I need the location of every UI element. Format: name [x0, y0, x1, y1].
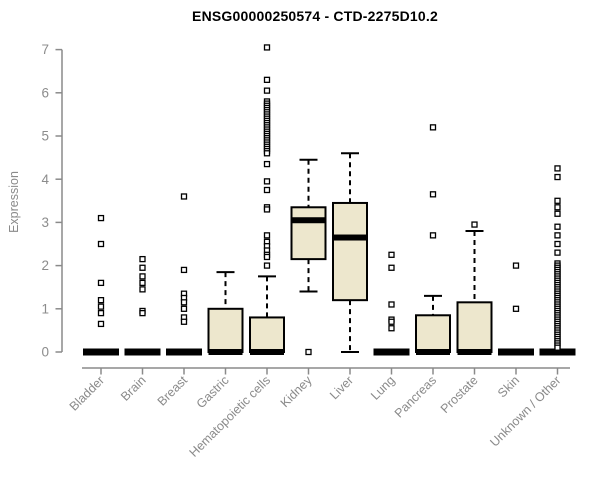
outlier-point	[139, 309, 146, 317]
median-line	[250, 349, 284, 355]
outlier-point	[263, 44, 271, 51]
median-line	[291, 217, 326, 224]
outlier-point	[305, 348, 312, 356]
outlier-point	[263, 262, 271, 269]
outlier-point	[97, 303, 105, 310]
box	[456, 301, 493, 354]
outlier-point	[263, 232, 271, 239]
outlier-point	[139, 264, 146, 271]
x-tick-label: Brain	[118, 373, 149, 404]
outlier-point	[554, 197, 561, 204]
y-tick-label: 4	[41, 172, 49, 187]
box	[207, 307, 244, 353]
outlier-point	[97, 309, 105, 317]
outlier-point	[139, 279, 146, 287]
outlier-point	[429, 232, 437, 239]
outlier-point	[388, 325, 395, 332]
outlier-point	[263, 253, 271, 261]
x-tick-label: Pancreas	[392, 373, 439, 420]
outlier-point	[388, 251, 395, 258]
outlier-point	[263, 178, 271, 185]
outlier-point	[554, 210, 561, 217]
outlier-point	[388, 318, 395, 325]
x-tick-label: Bladder	[67, 373, 107, 413]
outlier-point	[97, 279, 105, 287]
outlier-point	[388, 301, 395, 308]
outlier-point	[554, 165, 561, 172]
outlier-point	[263, 87, 271, 94]
outlier-point	[97, 320, 105, 328]
outlier-point	[554, 240, 561, 248]
y-tick-label: 1	[41, 301, 49, 316]
x-tick-label: Lung	[368, 373, 398, 403]
chart-title: ENSG00000250574 - CTD-2275D10.2	[192, 8, 438, 24]
x-tick-label: Breast	[155, 373, 191, 409]
outlier-point	[139, 286, 146, 293]
collapsed-box-median	[83, 348, 119, 356]
x-tick-label: Hematopoietic cells	[187, 373, 274, 460]
outlier-point	[554, 232, 561, 239]
x-tick-label: Liver	[327, 373, 356, 402]
x-tick-label: Unknown / Other	[487, 373, 563, 449]
outlier-point	[554, 223, 561, 230]
outlier-point	[554, 173, 561, 181]
y-tick-label: 6	[41, 85, 49, 100]
outlier-point	[263, 206, 271, 213]
box	[249, 316, 285, 354]
outlier-point	[97, 214, 105, 222]
box	[332, 201, 368, 302]
x-tick-label: Prostate	[438, 373, 481, 416]
outlier-point	[180, 266, 188, 274]
collapsed-box-median	[498, 348, 534, 356]
x-tick-label: Kidney	[278, 373, 315, 410]
outlier-point	[554, 204, 561, 211]
y-tick-label: 5	[41, 129, 49, 144]
outlier-point	[139, 255, 146, 263]
y-tick-label: 3	[41, 215, 49, 230]
outlier-point	[471, 221, 478, 228]
outlier-point	[180, 318, 188, 325]
outlier-point	[512, 305, 520, 312]
y-tick-label: 2	[41, 258, 49, 273]
outlier-point	[263, 160, 271, 168]
outlier-point	[263, 186, 271, 194]
collapsed-box-median	[539, 348, 576, 356]
outlier-point	[512, 262, 520, 269]
y-tick-label: 0	[41, 345, 49, 360]
outlier-point	[554, 249, 561, 256]
outlier-point	[97, 297, 105, 304]
outlier-point	[139, 273, 146, 280]
outlier-point	[263, 150, 271, 157]
outlier-point	[263, 76, 271, 83]
x-tick-label: Skin	[495, 373, 522, 400]
outlier-point	[180, 305, 188, 312]
x-tick-label: Gastric	[194, 373, 232, 411]
outlier-point	[388, 264, 395, 271]
collapsed-box-median	[124, 348, 161, 356]
outlier-point	[180, 299, 188, 306]
median-line	[416, 349, 450, 355]
outlier-point	[180, 193, 188, 200]
collapsed-box-median	[166, 348, 202, 356]
outlier-point	[429, 191, 437, 198]
median-line	[333, 234, 367, 241]
outlier-point	[429, 124, 437, 131]
median-line	[208, 349, 243, 355]
box	[290, 206, 327, 261]
outlier-point	[97, 240, 105, 248]
box	[415, 314, 451, 353]
outlier-point	[554, 344, 561, 351]
median-line	[457, 349, 492, 355]
collapsed-box-median	[373, 348, 410, 356]
y-tick-label: 7	[41, 42, 49, 57]
